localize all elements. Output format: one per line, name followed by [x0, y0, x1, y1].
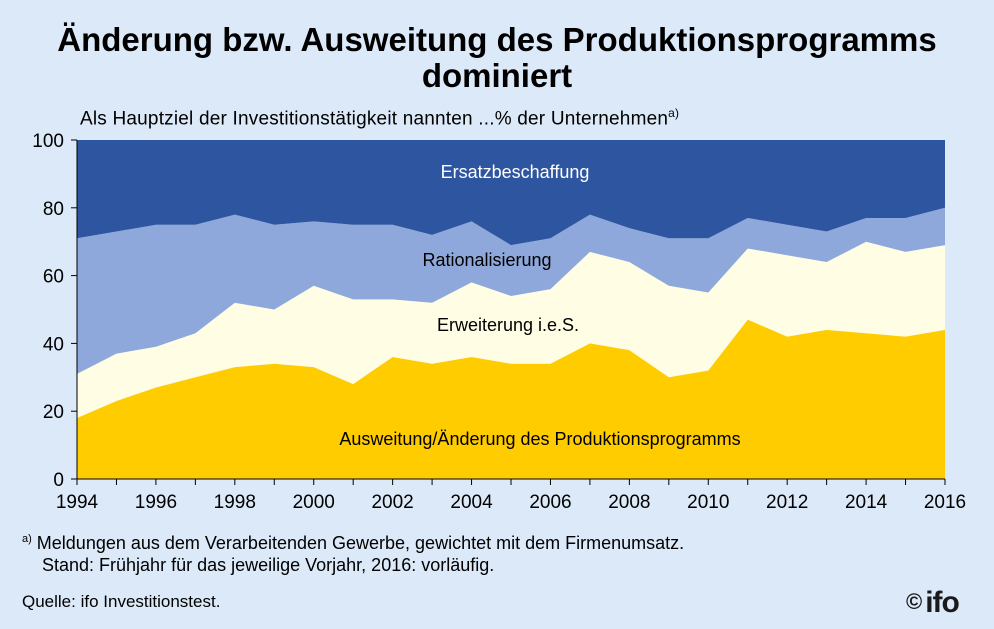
- x-tick-label: 1998: [214, 492, 256, 513]
- series-label-2: Rationalisierung: [422, 250, 551, 270]
- series-labels: Ausweitung/Änderung des Produktionsprogr…: [339, 162, 740, 449]
- chart-subtitle-text: Als Hauptziel der Investitionstätigkeit …: [80, 108, 669, 130]
- footnote-text-2: Stand: Frühjahr für das jeweilige Vorjah…: [42, 555, 495, 575]
- area-series-0: [77, 319, 945, 479]
- chart-title-line2: dominiert: [421, 57, 573, 94]
- copyright-icon: ©: [906, 589, 922, 614]
- x-tick-label: 2008: [608, 492, 650, 513]
- x-tick-label: 2014: [845, 492, 888, 513]
- chart-title-line1: Änderung bzw. Ausweitung des Produktions…: [57, 21, 937, 58]
- y-tick-label: 20: [43, 402, 64, 423]
- y-tick-label: 60: [43, 267, 64, 288]
- y-tick-label: 0: [53, 470, 64, 491]
- series-label-3: Ersatzbeschaffung: [441, 162, 590, 182]
- area-series-3: [77, 140, 945, 246]
- area-series-1: [77, 241, 945, 418]
- ifo-logo: © ifo: [906, 586, 960, 620]
- footnote-text-1: Meldungen aus dem Verarbeitenden Gewerbe…: [36, 533, 685, 553]
- x-tick-label: 2006: [529, 492, 571, 513]
- area-series-2: [77, 207, 945, 374]
- source-note: Quelle: ifo Investitionstest.: [22, 592, 221, 611]
- x-tick-label: 2002: [371, 492, 413, 513]
- x-tick-label: 2016: [924, 492, 966, 513]
- chart-subtitle: Als Hauptziel der Investitionstätigkeit …: [80, 106, 679, 130]
- chart-title: Änderung bzw. Ausweitung des Produktions…: [0, 22, 994, 94]
- x-tick-label: 1996: [135, 492, 177, 513]
- logo-text: ifo: [925, 586, 960, 619]
- footnote-marker: a): [22, 533, 32, 545]
- footnote-2: Stand: Frühjahr für das jeweilige Vorjah…: [42, 553, 494, 577]
- y-tick-label: 100: [32, 131, 64, 152]
- x-tick-label: 2004: [450, 492, 493, 513]
- x-tick-label: 2010: [687, 492, 729, 513]
- series-label-1: Erweiterung i.e.S.: [437, 315, 579, 335]
- x-tick-label: 2000: [293, 492, 335, 513]
- x-tick-label: 1994: [56, 492, 99, 513]
- subtitle-footnote-marker: a): [668, 106, 680, 120]
- area-layers: [77, 140, 945, 479]
- footnote-1: a) Meldungen aus dem Verarbeitenden Gewe…: [22, 527, 684, 555]
- y-tick-label: 40: [43, 334, 64, 355]
- x-tick-label: 2012: [766, 492, 808, 513]
- y-tick-label: 80: [43, 199, 64, 220]
- series-label-0: Ausweitung/Änderung des Produktionsprogr…: [339, 429, 740, 449]
- chart-axes: 1994 1996 1998 2000 2002 2004 2006 2008 2010 2012…: [32, 131, 966, 513]
